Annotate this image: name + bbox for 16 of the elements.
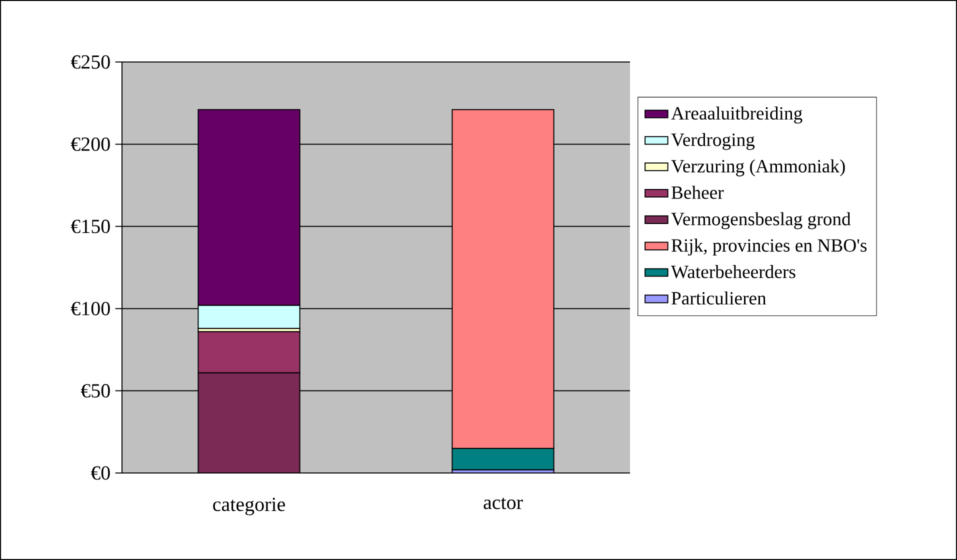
y-tick-label: €0 — [90, 466, 110, 480]
y-tick-label: €100 — [70, 302, 110, 316]
legend-label: Verzuring (Ammoniak) — [671, 159, 845, 176]
legend-label: Vermogensbeslag grond — [671, 212, 851, 230]
legend-label: Areaaluitbreiding — [671, 106, 802, 124]
legend-label: Rijk, provincies en NBO's — [672, 238, 867, 256]
legend-label: Beheer — [672, 186, 724, 199]
y-tick-label: €50 — [80, 384, 110, 398]
y-tick-label: €150 — [70, 220, 110, 234]
legend-label: Verdroging — [671, 132, 755, 150]
y-tick-label: €250 — [70, 55, 110, 69]
x-tick-label: categorie — [213, 498, 285, 516]
y-tick-label: €200 — [70, 137, 110, 151]
x-tick-label: actor — [484, 498, 523, 510]
legend-label: Waterbeheerders — [671, 265, 796, 278]
legend-label: Particulieren — [672, 291, 766, 305]
